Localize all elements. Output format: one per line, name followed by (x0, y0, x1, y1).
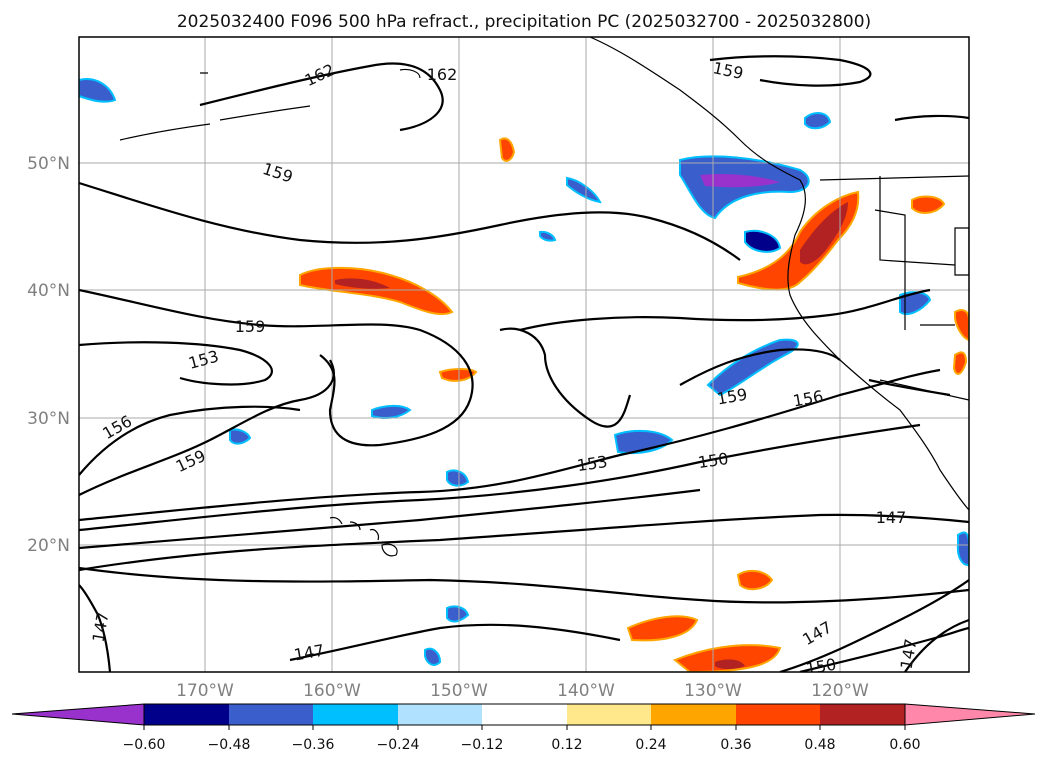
precip-negative-area (539, 230, 557, 242)
map-background (79, 37, 969, 672)
precip-negative-area (744, 229, 782, 253)
colorbar-ticks (143, 725, 906, 730)
precip-negative-area (956, 531, 969, 567)
precip-positive-area (954, 309, 969, 342)
precip-positive-area (626, 615, 699, 642)
precip-positive-core (800, 202, 848, 265)
precip-positive-area (498, 137, 516, 162)
latitude-labels: 50°N 40°N 30°N 20°N (27, 154, 70, 556)
colorbar-segment (651, 704, 736, 725)
contour-line (868, 378, 951, 397)
precip-positive-area (299, 266, 454, 316)
colorbar-tick-label: −0.36 (292, 737, 335, 753)
lon-label: 160°W (303, 681, 361, 701)
contour-line (709, 55, 872, 87)
colorbar-tick-label: −0.60 (123, 737, 166, 753)
precip-positive-core (715, 659, 745, 669)
precip-negative-area (446, 469, 470, 487)
colorbar-tick-label: 0.12 (551, 737, 582, 753)
contour-line (679, 348, 841, 386)
precip-negative-area (706, 338, 799, 397)
refractivity-contours (79, 55, 969, 672)
colorbar-segment (482, 704, 567, 725)
colorbar-extend-left (11, 703, 145, 726)
colorbar-segment (820, 704, 905, 725)
lat-label: 20°N (27, 536, 70, 556)
colorbar-tick-label: −0.48 (208, 737, 251, 753)
precip-negative-area (424, 647, 442, 666)
contour-label: 150 (697, 449, 730, 472)
precip-negative-area (229, 428, 252, 445)
lon-label: 150°W (430, 681, 488, 701)
precip-negative-core (700, 173, 780, 188)
precip-negative-area (679, 155, 810, 220)
colorbar-segment (398, 704, 482, 725)
colorbar-tick-label: 0.36 (720, 737, 751, 753)
precip-positive-area (736, 569, 774, 591)
contour-line (519, 288, 931, 332)
longitude-labels: 170°W 160°W 150°W 140°W 130°W 120°W (176, 681, 869, 701)
contour-line (79, 405, 301, 476)
precip-positive-core (335, 278, 390, 289)
map-panel: 162 162 159 159 159 153 156 159 159 156 … (78, 36, 970, 679)
colorbar-tick-label: 0.60 (889, 737, 920, 753)
colorbar-segment (736, 704, 820, 725)
lat-label: 50°N (27, 154, 70, 174)
contour-line (289, 623, 621, 662)
contour-line (79, 423, 921, 532)
contour-label: 147 (876, 508, 907, 527)
contour-line (79, 368, 941, 522)
contour-line (904, 618, 969, 672)
colorbar-segment (567, 704, 651, 725)
colorbar-segment (144, 704, 229, 725)
lon-label: 120°W (811, 681, 869, 701)
contour-line (199, 62, 444, 132)
contour-line (799, 626, 969, 672)
contour-line (499, 327, 632, 428)
map-frame (78, 36, 970, 673)
contour-label: 159 (235, 317, 266, 336)
colorbar-segment (229, 704, 313, 725)
map-title: 2025032400 F096 500 hPa refract., precip… (177, 12, 871, 32)
precip-negative-area (446, 605, 470, 623)
colorbar-outline (143, 703, 906, 726)
contour-line (79, 288, 474, 447)
precip-negative-area (804, 112, 832, 130)
colorbar-tick-label: 0.24 (635, 737, 666, 753)
colorbar-extend-right (904, 703, 1036, 726)
lon-label: 170°W (176, 681, 234, 701)
colorbar-tick-label: −0.24 (377, 737, 420, 753)
contour-line (779, 579, 969, 672)
precip-positive-area (438, 368, 478, 382)
colorbar: −0.60 −0.48 −0.36 −0.24 −0.12 0.12 0.24 … (11, 703, 1036, 753)
contour-line (79, 181, 741, 261)
colorbar-segment (313, 704, 398, 725)
contour-line (79, 584, 112, 672)
lon-label: 140°W (557, 681, 615, 701)
precip-positive-area (911, 195, 946, 214)
lat-label: 30°N (27, 409, 70, 429)
contour-line (79, 513, 969, 572)
precip-negative-area (79, 78, 117, 103)
lon-label: 130°W (684, 681, 742, 701)
contour-label: 162 (427, 65, 458, 84)
precip-positive-area (673, 644, 782, 672)
precip-positive-area (952, 351, 968, 375)
colorbar-tick-label: 0.48 (804, 737, 835, 753)
contour-line (79, 359, 335, 496)
colorbar-tick-label: −0.12 (461, 737, 504, 753)
lat-label: 40°N (27, 281, 70, 301)
contour-line (79, 488, 701, 550)
precip-fill-layer (79, 78, 969, 672)
precip-negative-area (566, 176, 602, 204)
contour-line (894, 114, 969, 122)
contour-label: 153 (576, 452, 609, 475)
contour-line (79, 341, 273, 386)
contour-line (79, 566, 969, 604)
map-gridlines (79, 37, 969, 672)
colorbar-tick-labels: −0.60 −0.48 −0.36 −0.24 −0.12 0.12 0.24 … (123, 737, 921, 753)
contour-label: 150 (804, 655, 837, 679)
